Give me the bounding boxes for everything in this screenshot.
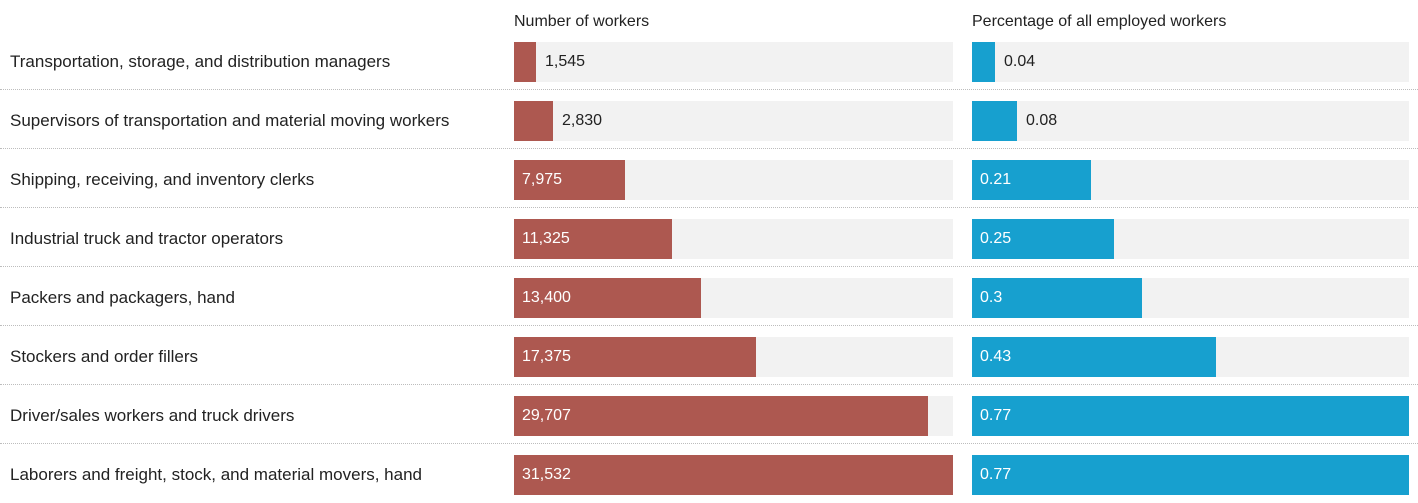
percentage-bar-track: 0.77 [972,396,1409,436]
workers-value-label: 17,375 [522,348,571,365]
workers-value-label: 31,532 [522,466,571,483]
row-divider [0,148,1418,149]
workers-bar [514,219,672,259]
percentage-value-label: 0.43 [980,348,1012,365]
row-divider [0,325,1418,326]
workers-bar-track: 13,400 [514,278,953,318]
percentage-bar-track: 0.21 [972,160,1409,200]
chart-row: Supervisors of transportation and materi… [0,90,1418,149]
workers-bar-track: 17,375 [514,337,953,377]
row-divider [0,89,1418,90]
workers-value-label: 1,545 [545,53,586,70]
percentage-bar [972,455,1409,495]
chart-row: Transportation, storage, and distributio… [0,31,1418,90]
workers-bar [514,101,553,141]
category-label: Transportation, storage, and distributio… [10,52,391,71]
percentage-value-label: 0.77 [980,466,1012,483]
percentage-bar-track: 0.04 [972,42,1409,82]
chart-row: Industrial truck and tractor operators 11… [0,208,1418,267]
percentage-bar [972,278,1142,318]
workers-value-label: 2,830 [562,112,603,129]
workers-bar-track: 31,532 [514,455,953,495]
workers-bar [514,455,953,495]
number-of-workers-header: Number of workers [514,13,650,30]
row-divider [0,384,1418,385]
category-label: Driver/sales workers and truck drivers [10,406,295,425]
workers-bar-track: 7,975 [514,160,953,200]
percentage-bar [972,160,1091,200]
percentage-bar-track: 0.77 [972,455,1409,495]
percentage-value-label: 0.77 [980,407,1012,424]
workers-bar-track: 11,325 [514,219,953,259]
row-divider [0,443,1418,444]
chart-row: Laborers and freight, stock, and materia… [0,444,1418,503]
workers-value-label: 11,325 [522,230,570,247]
percentage-value-label: 0.08 [1026,112,1058,129]
chart-row: Stockers and order fillers 17,375 0.43 [0,326,1418,385]
workers-value-label: 29,707 [522,407,571,424]
percentage-bar [972,219,1114,259]
category-label: Stockers and order fillers [10,347,199,366]
percentage-bar [972,337,1216,377]
chart-row: Driver/sales workers and truck drivers 29… [0,385,1418,444]
workers-bar-track: 29,707 [514,396,953,436]
percentage-bar [972,396,1409,436]
workers-value-label: 13,400 [522,289,571,306]
category-label: Supervisors of transportation and materi… [10,111,450,130]
percentage-bar [972,42,995,82]
chart-row: Shipping, receiving, and inventory clerk… [0,149,1418,208]
percentage-value-label: 0.25 [980,230,1012,247]
workers-bar-track: 2,830 [514,101,953,141]
workers-bar-track: 1,545 [514,42,953,82]
percentage-bar-track: 0.08 [972,101,1409,141]
percentage-bar-track: 0.43 [972,337,1409,377]
percentage-value-label: 0.04 [1004,53,1036,70]
percentage-value-label: 0.21 [980,171,1012,188]
workers-bar [514,337,756,377]
workers-bar [514,42,536,82]
percentage-header: Percentage of all employed workers [972,13,1227,30]
workers-value-label: 7,975 [522,171,563,188]
percentage-bar-track: 0.25 [972,219,1409,259]
row-divider [0,266,1418,267]
percentage-bar-track: 0.3 [972,278,1409,318]
workers-bar [514,160,625,200]
category-label: Industrial truck and tractor operators [10,229,284,248]
category-label: Shipping, receiving, and inventory clerk… [10,170,315,189]
row-divider [0,207,1418,208]
workers-bar [514,278,701,318]
chart-row: Packers and packagers, hand 13,400 0.3 [0,267,1418,326]
percentage-bar [972,101,1017,141]
category-label: Laborers and freight, stock, and materia… [10,465,422,484]
category-label: Packers and packagers, hand [10,288,235,307]
workers-bar [514,396,928,436]
percentage-value-label: 0.3 [980,289,1003,306]
